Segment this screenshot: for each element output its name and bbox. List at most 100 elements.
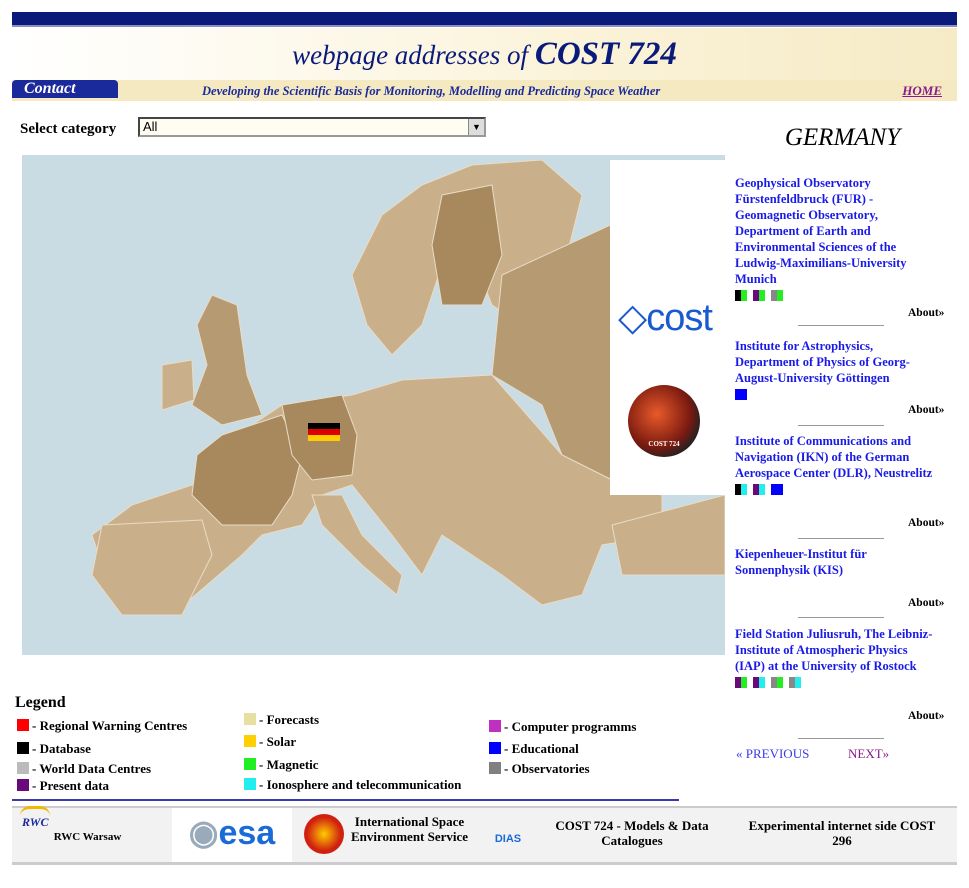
entry-divider (798, 617, 884, 618)
cost-logo-panel: ◇cost COST 724 (610, 160, 725, 495)
category-selected-value: All (143, 119, 158, 134)
germany-flag-icon[interactable] (308, 423, 340, 441)
category-swatches (735, 674, 940, 692)
ises-link[interactable]: International Space Environment Service (350, 814, 469, 844)
top-bar (12, 12, 957, 27)
legend-swatch-icon (17, 779, 29, 791)
legend-item: - World Data Centres (17, 761, 151, 777)
legend-swatch-icon (489, 742, 501, 754)
institution-entry: Geophysical Observatory Fürstenfeldbruck… (735, 175, 940, 305)
legend-item: - Computer programms (489, 719, 636, 735)
country-title: GERMANY (784, 124, 901, 151)
about-link[interactable]: About» (908, 307, 945, 319)
category-select[interactable]: All ▼ (138, 117, 486, 137)
category-swatch-icon (735, 677, 747, 688)
cost-724-logo: COST 724 (628, 385, 700, 457)
home-link[interactable]: HOME (902, 83, 942, 98)
legend-label: - Computer programms (504, 719, 637, 734)
category-swatch-icon (753, 484, 765, 495)
about-link[interactable]: About» (908, 597, 945, 609)
legend-label: - Solar (259, 734, 297, 749)
institution-entry: Field Station Juliusruh, The Leibniz-Ins… (735, 626, 940, 692)
divider (12, 799, 679, 801)
about-link[interactable]: About» (908, 710, 945, 722)
country-italy[interactable] (311, 494, 403, 596)
category-swatch-icon (735, 290, 747, 301)
category-swatch-icon (789, 677, 801, 688)
legend-swatch-icon (489, 720, 501, 732)
country-turkey[interactable] (611, 494, 725, 576)
entry-divider (798, 425, 884, 426)
legend-swatch-icon (244, 758, 256, 770)
legend-item: - Magnetic (244, 757, 319, 773)
country-uk[interactable] (191, 294, 263, 426)
legend-label: - World Data Centres (32, 761, 152, 776)
institution-entry: Institute of Communications and Navigati… (735, 433, 940, 499)
legend-item: - Ionosphere and telecommunication (244, 777, 461, 793)
chevron-down-icon[interactable]: ▼ (468, 119, 484, 135)
institution-link[interactable]: Geophysical Observatory Fürstenfeldbruck… (735, 176, 907, 286)
institution-link[interactable]: Field Station Juliusruh, The Leibniz-Ins… (735, 627, 933, 673)
category-swatch-icon (771, 484, 783, 495)
legend-label: - Database (32, 741, 91, 756)
category-swatches (735, 386, 940, 404)
page-title: webpage addresses of COST 724 (292, 36, 677, 72)
legend-swatch-icon (17, 762, 29, 774)
legend-label: - Observatories (504, 761, 590, 776)
rwc-logo: RWC (20, 806, 51, 829)
institution-entry: Kiepenheuer-Institut für Sonnenphysik (K… (735, 546, 940, 578)
legend-label: - Educational (504, 741, 579, 756)
legend-item: - Forecasts (244, 712, 319, 728)
country-iberia[interactable] (91, 519, 213, 616)
legend-label: - Forecasts (259, 712, 320, 727)
legend-label: - Regional Warning Centres (32, 718, 188, 733)
entry-divider (798, 538, 884, 539)
legend-item: - Educational (489, 741, 579, 757)
legend-title: Legend (15, 694, 66, 711)
legend-item: - Regional Warning Centres (17, 718, 187, 734)
institution-link[interactable]: Kiepenheuer-Institut für Sonnenphysik (K… (735, 547, 867, 577)
legend-item: - Observatories (489, 761, 590, 777)
legend-swatch-icon (244, 713, 256, 725)
legend-item: - Solar (244, 734, 296, 750)
institution-link[interactable]: Institute of Communications and Navigati… (735, 434, 933, 480)
cost724-link[interactable]: COST 724 - Models & Data Catalogues (555, 818, 709, 848)
about-link[interactable]: About» (908, 517, 945, 529)
nav-bar: Contact Developing the Scientific Basis … (12, 80, 957, 101)
rwc-warsaw-link[interactable]: RWC RWC Warsaw (20, 806, 140, 843)
category-swatch-icon (771, 677, 783, 688)
category-swatches (735, 481, 940, 499)
about-link[interactable]: About» (908, 404, 945, 416)
tagline: Developing the Scientific Basis for Moni… (202, 84, 661, 98)
entry-divider (798, 325, 884, 326)
previous-link[interactable]: « PREVIOUS (736, 746, 810, 761)
category-swatch-icon (753, 677, 765, 688)
category-swatch-icon (735, 484, 747, 495)
legend-item: - Present data (17, 778, 109, 794)
next-link[interactable]: NEXT» (848, 746, 890, 761)
country-finland[interactable] (431, 184, 503, 306)
category-label: Select category (20, 121, 117, 137)
legend-swatch-icon (17, 719, 29, 731)
institution-link[interactable]: Institute for Astrophysics, Department o… (735, 339, 910, 385)
legend-item: - Database (17, 741, 91, 757)
category-swatch-icon (771, 290, 783, 301)
category-swatch-icon (735, 389, 747, 400)
cost-logo: ◇cost (618, 297, 713, 339)
category-swatch-icon (753, 290, 765, 301)
institution-entry: Institute for Astrophysics, Department o… (735, 338, 940, 404)
category-swatches (735, 287, 940, 305)
legend-label: - Present data (32, 778, 110, 793)
footer-links: RWC RWC Warsaw ◉esa International Space … (12, 806, 957, 865)
ises-logo (304, 814, 344, 854)
legend-swatch-icon (244, 735, 256, 747)
country-ireland[interactable] (161, 359, 195, 411)
dias-logo[interactable]: DIAS (494, 833, 522, 845)
legend-swatch-icon (17, 742, 29, 754)
legend-label: - Magnetic (259, 757, 319, 772)
esa-logo-link[interactable]: ◉esa (172, 808, 292, 862)
legend-swatch-icon (244, 778, 256, 790)
legend-swatch-icon (489, 762, 501, 774)
contact-link[interactable]: Contact (12, 80, 118, 98)
cost296-link[interactable]: Experimental internet side COST 296 (748, 818, 936, 848)
